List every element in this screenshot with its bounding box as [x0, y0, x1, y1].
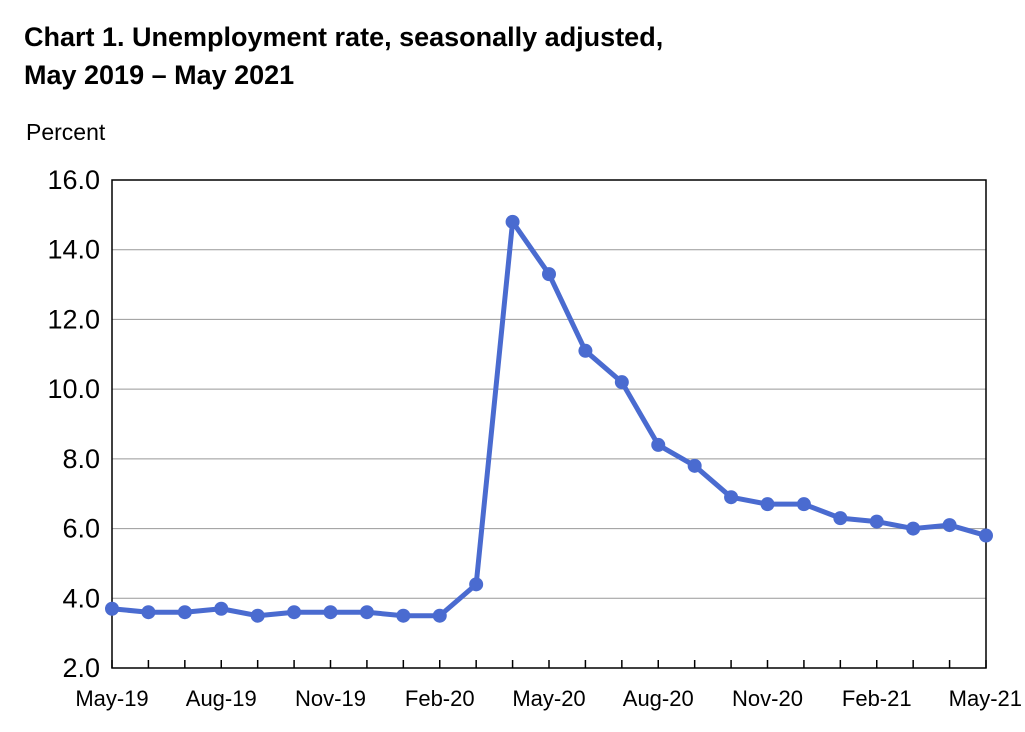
chart-title: Chart 1. Unemployment rate, seasonally a…: [24, 18, 663, 94]
data-point: [979, 528, 993, 543]
y-axis-ticks: 2.0 4.0 6.0 8.0 10.0 12.0 14.0 16.0: [47, 165, 100, 683]
data-point: [942, 518, 957, 533]
data-point: [542, 267, 556, 282]
data-point: [432, 608, 447, 623]
x-tick-label: May-20: [512, 686, 585, 711]
x-tick-label: May-21: [949, 686, 1022, 711]
y-tick-label: 8.0: [62, 444, 100, 474]
data-point: [323, 605, 338, 620]
grid-lines: [112, 249, 986, 599]
data-point: [177, 605, 192, 620]
data-point: [578, 343, 593, 358]
x-tick-label: Feb-21: [842, 686, 912, 711]
x-tick-label: Nov-20: [732, 686, 803, 711]
y-axis-label: Percent: [26, 119, 106, 145]
series-group: [105, 214, 993, 623]
data-point: [505, 214, 520, 229]
y-tick-label: 10.0: [47, 374, 100, 404]
y-tick-label: 16.0: [47, 165, 100, 195]
y-tick-label: 2.0: [62, 653, 100, 683]
x-tick-label: Aug-19: [186, 686, 257, 711]
x-tick-label: May-19: [75, 686, 148, 711]
x-tick-label: Aug-20: [623, 686, 694, 711]
x-tick-label: Nov-19: [295, 686, 366, 711]
y-tick-label: 6.0: [62, 514, 100, 544]
chart-subtitle: May 2019 – May 2021: [24, 60, 295, 90]
y-tick-label: 4.0: [62, 583, 100, 613]
data-point: [250, 608, 265, 623]
data-point: [760, 497, 775, 512]
y-tick-label: 14.0: [47, 235, 100, 265]
data-point: [105, 601, 119, 616]
data-point: [687, 458, 702, 473]
data-point: [287, 605, 302, 620]
chart-title-line1: Chart 1. Unemployment rate, seasonally a…: [24, 22, 664, 52]
data-point: [396, 608, 411, 623]
data-point: [469, 577, 484, 592]
data-point: [359, 605, 374, 620]
y-tick-label: 12.0: [47, 304, 100, 334]
data-point: [833, 511, 848, 526]
data-point: [614, 375, 629, 390]
data-point: [906, 521, 921, 536]
x-tick-label: Feb-20: [405, 686, 475, 711]
data-point: [214, 601, 229, 616]
data-point: [796, 497, 811, 512]
data-point: [141, 605, 156, 620]
data-point: [651, 437, 666, 452]
data-point: [724, 490, 739, 505]
plot-area: [111, 179, 987, 669]
data-point: [869, 514, 884, 529]
x-axis-ticks: May-19 Aug-19 Nov-19 Feb-20 May-20 Aug-20 Nov-…: [75, 660, 1022, 711]
